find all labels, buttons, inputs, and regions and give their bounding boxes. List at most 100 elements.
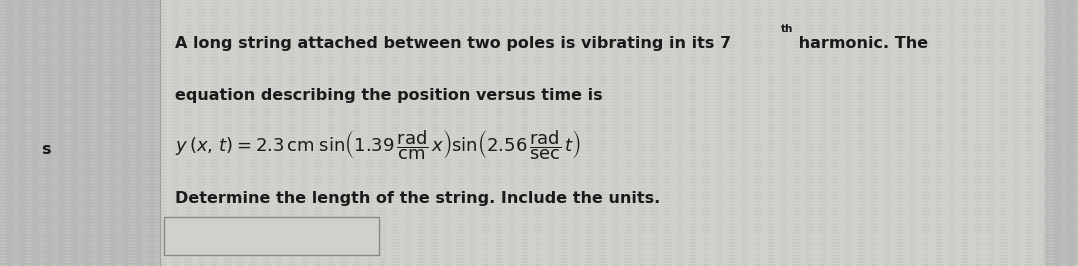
Bar	[155, 9, 162, 11]
Bar	[302, 137, 308, 138]
Bar	[220, 159, 226, 161]
Bar	[806, 44, 813, 46]
Bar	[453, 149, 459, 151]
Bar	[936, 124, 942, 126]
Bar	[388, 130, 395, 132]
Bar	[543, 197, 550, 199]
Bar	[703, 210, 709, 212]
Bar	[543, 143, 550, 145]
Bar	[996, 98, 1003, 100]
Bar	[543, 130, 550, 132]
Bar	[1013, 102, 1020, 103]
Bar	[272, 245, 278, 247]
Bar	[548, 217, 554, 218]
Bar	[677, 229, 683, 231]
Bar	[26, 162, 32, 164]
Bar	[259, 194, 265, 196]
Bar	[750, 175, 757, 177]
Bar	[556, 127, 563, 129]
Bar	[828, 98, 834, 100]
Bar	[789, 63, 796, 65]
Bar	[828, 226, 834, 228]
Bar	[793, 245, 800, 247]
Bar	[1035, 226, 1041, 228]
Bar	[1035, 28, 1041, 30]
Bar	[660, 255, 666, 256]
Bar	[444, 197, 451, 199]
Bar	[647, 6, 653, 7]
Bar	[142, 188, 149, 189]
Bar	[970, 178, 977, 180]
Bar	[867, 146, 873, 148]
Bar	[768, 89, 774, 90]
Bar	[561, 0, 567, 1]
Bar	[936, 245, 942, 247]
Bar	[699, 236, 705, 237]
Bar	[522, 252, 528, 253]
Bar	[1000, 66, 1007, 68]
Bar	[724, 76, 731, 78]
Bar	[651, 0, 658, 1]
Bar	[699, 121, 705, 122]
Bar	[612, 121, 619, 122]
Bar	[690, 76, 696, 78]
Bar	[543, 57, 550, 59]
Bar	[198, 197, 205, 199]
Bar	[298, 181, 304, 183]
Bar	[1048, 245, 1054, 247]
Bar	[729, 35, 735, 36]
Bar	[142, 242, 149, 244]
Bar	[962, 102, 968, 103]
Bar	[755, 130, 761, 132]
Bar	[91, 140, 97, 142]
Bar	[530, 76, 537, 78]
Bar	[703, 114, 709, 116]
Bar	[664, 252, 671, 253]
Bar	[509, 156, 515, 157]
Bar	[1039, 127, 1046, 129]
Bar	[198, 9, 205, 11]
Bar	[893, 102, 899, 103]
Bar	[427, 3, 433, 4]
Bar	[906, 31, 912, 33]
Bar	[612, 236, 619, 237]
Bar	[181, 130, 188, 132]
Bar	[897, 185, 903, 186]
Bar	[880, 213, 886, 215]
Bar	[582, 105, 589, 106]
Bar	[492, 51, 498, 52]
Bar	[854, 54, 860, 55]
Bar	[418, 51, 425, 52]
Bar	[677, 261, 683, 263]
Bar	[548, 165, 554, 167]
Bar	[828, 252, 834, 253]
Bar	[625, 73, 632, 74]
Bar	[815, 181, 821, 183]
Bar	[906, 258, 912, 260]
Bar	[341, 201, 347, 202]
Bar	[776, 159, 783, 161]
Bar	[815, 220, 821, 221]
Bar	[13, 178, 19, 180]
Bar	[509, 255, 515, 256]
Bar	[362, 137, 369, 138]
Bar	[651, 35, 658, 36]
Bar	[492, 111, 498, 113]
Bar	[983, 146, 990, 148]
Bar	[893, 258, 899, 260]
Bar	[1074, 70, 1078, 71]
Bar	[573, 35, 580, 36]
Bar	[250, 51, 257, 52]
Bar	[211, 149, 218, 151]
Bar	[543, 156, 550, 157]
Bar	[742, 213, 748, 215]
Bar	[660, 130, 666, 132]
Bar	[573, 232, 580, 234]
Bar	[483, 226, 489, 228]
Bar	[893, 207, 899, 209]
Bar	[418, 188, 425, 189]
Bar	[884, 121, 890, 122]
Bar	[832, 194, 839, 196]
Bar	[509, 172, 515, 173]
Bar	[1039, 252, 1046, 253]
